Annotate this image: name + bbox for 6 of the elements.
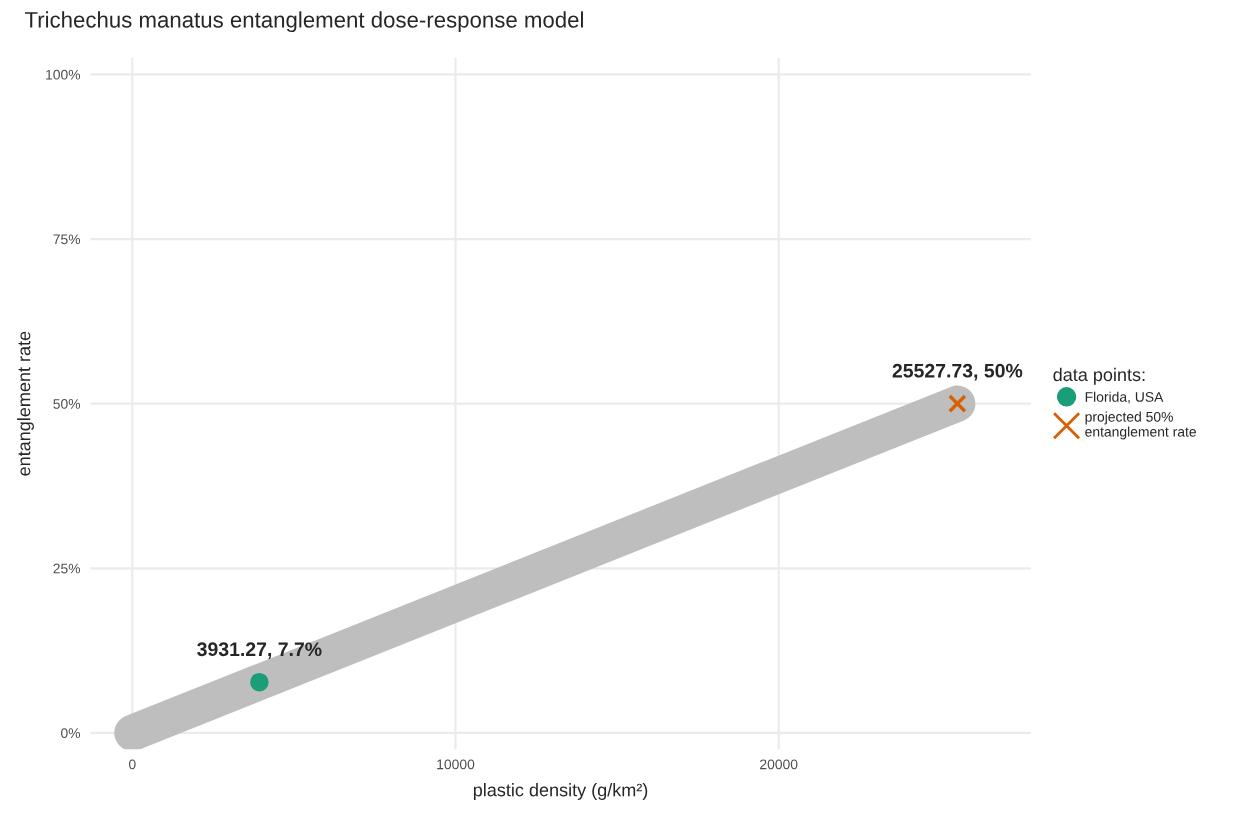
y-axis-title: entanglement rate xyxy=(17,331,34,476)
annotation: 3931.27, 7.7% xyxy=(197,642,322,659)
chart-title: Trichechus manatus entanglement dose-response model xyxy=(24,11,583,33)
x-axis-title: plastic density (g/km²) xyxy=(473,783,648,800)
annotation: 25527.73, 50% xyxy=(892,363,1023,381)
legend-title: data points: xyxy=(1053,367,1145,385)
